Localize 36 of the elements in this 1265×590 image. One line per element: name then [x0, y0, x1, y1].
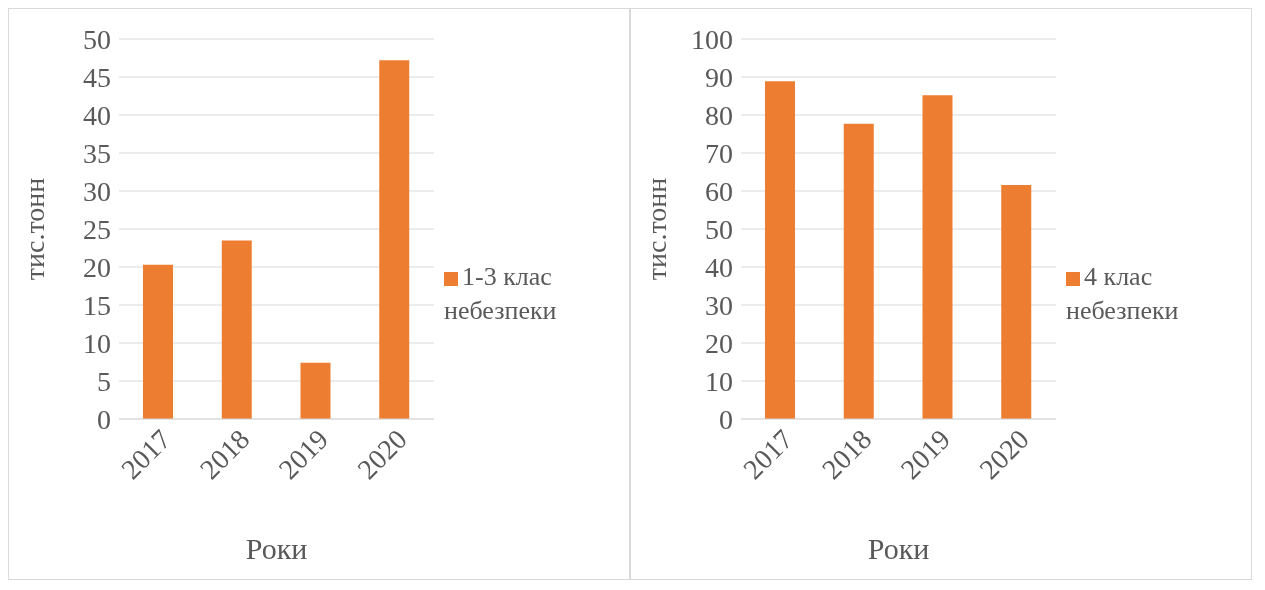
y-tick-label: 0: [719, 403, 733, 435]
bar: [765, 81, 795, 419]
x-axis-title: Роки: [245, 532, 308, 565]
y-tick-label: 30: [705, 289, 733, 321]
y-tick-label: 90: [705, 61, 733, 93]
bar: [843, 123, 874, 419]
y-tick-label: 35: [83, 137, 111, 169]
y-tick-label: 15: [83, 289, 111, 321]
y-tick-label: 25: [83, 213, 111, 245]
y-tick-label: 40: [705, 251, 733, 283]
y-tick-label: 100: [691, 23, 733, 55]
bar: [300, 362, 331, 419]
x-axis-title: Роки: [867, 532, 930, 565]
y-tick-label: 45: [83, 61, 111, 93]
y-tick-label: 50: [705, 213, 733, 245]
y-tick-label: 50: [83, 23, 111, 55]
legend-label: 1-3 клас небезпеки: [444, 262, 557, 325]
y-tick-label: 60: [705, 175, 733, 207]
bar: [379, 60, 410, 419]
y-axis-title: тис.тонн: [640, 177, 672, 281]
legend-label: 4 клас небезпеки: [1066, 262, 1179, 325]
y-tick-label: 10: [705, 365, 733, 397]
y-tick-label: 10: [83, 327, 111, 359]
bar: [143, 264, 173, 419]
bar: [221, 240, 252, 419]
y-tick-label: 5: [97, 365, 111, 397]
y-tick-label: 20: [83, 251, 111, 283]
y-tick-label: 40: [83, 99, 111, 131]
bar: [1001, 184, 1032, 419]
y-tick-label: 20: [705, 327, 733, 359]
y-tick-label: 70: [705, 137, 733, 169]
y-tick-label: 80: [705, 99, 733, 131]
bar: [922, 95, 953, 419]
y-axis-title: тис.тонн: [18, 177, 50, 281]
y-tick-label: 0: [97, 403, 111, 435]
y-tick-label: 30: [83, 175, 111, 207]
